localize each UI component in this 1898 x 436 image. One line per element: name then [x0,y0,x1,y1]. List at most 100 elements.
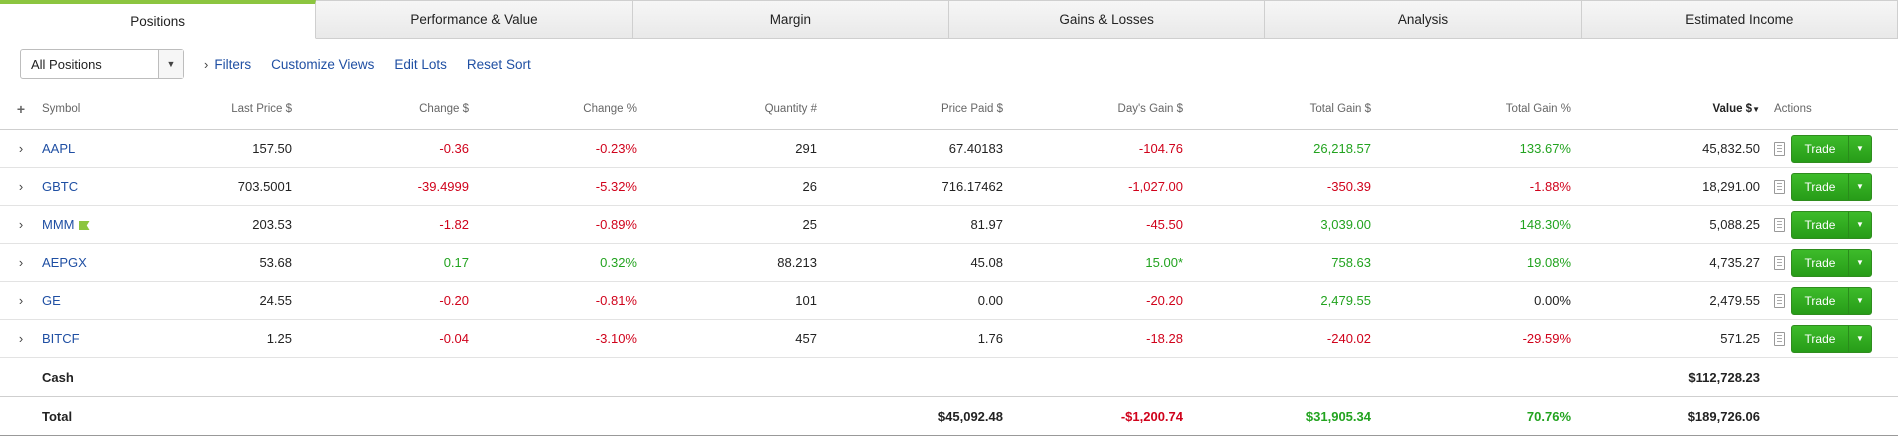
trade-button-label[interactable]: Trade [1804,217,1836,232]
tab-analysis[interactable]: Analysis [1265,0,1582,38]
last-price: 24.55 [162,281,292,320]
price-paid: 45.08 [817,243,1003,282]
document-icon[interactable] [1774,141,1785,156]
days-gain: -104.76 [1003,129,1183,168]
total-gain-pct: 19.08% [1371,243,1571,282]
trade-button[interactable]: Trade ▼ [1791,286,1872,315]
symbol-link[interactable]: BITCF [42,331,80,346]
change-pct: -5.32% [469,167,637,206]
symbol-link[interactable]: GE [42,293,61,308]
value: 5,088.25 [1571,205,1760,244]
table-header-row: + Symbol Last Price $ Change $ Change % … [0,89,1898,130]
expand-row-icon[interactable]: › [0,281,42,320]
expand-row-icon[interactable]: › [0,205,42,244]
trade-button-label[interactable]: Trade [1804,255,1836,270]
trade-dropdown-icon[interactable]: ▼ [1848,325,1871,352]
header-quantity[interactable]: Quantity # [637,89,817,130]
table-row: › AAPL 157.50 -0.36 -0.23% 291 67.40183 -104.76… [0,129,1898,168]
trade-button-label[interactable]: Trade [1804,331,1836,346]
symbol-link[interactable]: AAPL [42,141,76,156]
header-symbol[interactable]: Symbol [42,89,162,130]
total-gain-pct: -29.59% [1371,319,1571,358]
tab-estimated-income[interactable]: Estimated Income [1581,0,1898,38]
header-total-gain[interactable]: Total Gain $ [1183,89,1371,130]
trade-button[interactable]: Trade ▼ [1791,324,1872,353]
trade-dropdown-icon[interactable]: ▼ [1848,135,1871,162]
trade-button[interactable]: Trade ▼ [1791,248,1872,277]
change-pct: -0.23% [469,129,637,168]
trade-button-label[interactable]: Trade [1804,293,1836,308]
document-icon[interactable] [1774,255,1785,270]
trade-button[interactable]: Trade ▼ [1791,210,1872,239]
total-days-gain: -$1,200.74 [1003,396,1183,436]
customize-views-link[interactable]: Customize Views [271,56,375,72]
tab-positions[interactable]: Positions [0,0,317,39]
change-pct: -3.10% [469,319,637,358]
total-price-paid: $45,092.48 [817,396,1003,436]
table-row: › MMM 203.53 -1.82 -0.89% 25 81.97 -45.50 3,039.… [0,205,1898,244]
expand-row-icon[interactable]: › [0,243,42,282]
filters-link[interactable]: › Filters [204,57,251,72]
change: -0.36 [292,129,469,168]
header-last-price[interactable]: Last Price $ [162,89,292,130]
chevron-down-icon[interactable]: ▼ [158,50,183,78]
flag-icon [78,221,90,230]
trade-dropdown-icon[interactable]: ▼ [1848,211,1871,238]
expand-row-icon[interactable]: › [0,319,42,358]
header-value[interactable]: Value $▼ [1571,89,1760,130]
total-gain-pct: 148.30% [1371,205,1571,244]
change: -1.82 [292,205,469,244]
trade-dropdown-icon[interactable]: ▼ [1848,249,1871,276]
trade-button[interactable]: Trade ▼ [1791,172,1872,201]
header-change[interactable]: Change $ [292,89,469,130]
trade-button-label[interactable]: Trade [1804,179,1836,194]
reset-sort-link[interactable]: Reset Sort [466,56,531,72]
document-icon[interactable] [1774,179,1785,194]
tab-performance-value[interactable]: Performance & Value [316,0,633,38]
header-change-pct[interactable]: Change % [469,89,637,130]
tab-margin[interactable]: Margin [632,0,949,38]
positions-table: + Symbol Last Price $ Change $ Change % … [0,89,1898,436]
trade-button-label[interactable]: Trade [1804,141,1836,156]
total-gain: $31,905.34 [1183,396,1371,436]
total-label: Total [42,396,162,436]
view-select[interactable]: All Positions ▼ [20,49,184,79]
table-row: › BITCF 1.25 -0.04 -3.10% 457 1.76 -18.28 -240.0… [0,319,1898,358]
total-gain: 758.63 [1183,243,1371,282]
tab-gains-losses[interactable]: Gains & Losses [948,0,1266,38]
total-row: Total $45,092.48 -$1,200.74 $31,905.34 7… [0,396,1898,436]
trade-dropdown-icon[interactable]: ▼ [1848,173,1871,200]
expand-row-icon[interactable]: › [0,167,42,206]
expand-row-icon[interactable]: › [0,129,42,168]
header-actions: Actions [1760,89,1898,130]
days-gain: -45.50 [1003,205,1183,244]
total-gain-pct: 133.67% [1371,129,1571,168]
last-price: 53.68 [162,243,292,282]
table-row: › GBTC 703.5001 -39.4999 -5.32% 26 716.17462 -1… [0,167,1898,206]
days-gain: -1,027.00 [1003,167,1183,206]
edit-lots-link[interactable]: Edit Lots [394,56,447,72]
change-pct: -0.81% [469,281,637,320]
document-icon[interactable] [1774,331,1785,346]
trade-dropdown-icon[interactable]: ▼ [1848,287,1871,314]
cash-row: Cash $112,728.23 [0,357,1898,397]
price-paid: 81.97 [817,205,1003,244]
header-total-gain-pct[interactable]: Total Gain % [1371,89,1571,130]
trade-button[interactable]: Trade ▼ [1791,134,1872,163]
total-gain: -240.02 [1183,319,1371,358]
add-column-icon[interactable]: + [0,89,42,130]
last-price: 157.50 [162,129,292,168]
table-row: › GE 24.55 -0.20 -0.81% 101 0.00 -20.20 2,479.55… [0,281,1898,320]
document-icon[interactable] [1774,293,1785,308]
header-price-paid[interactable]: Price Paid $ [817,89,1003,130]
value: 2,479.55 [1571,281,1760,320]
symbol-link[interactable]: AEPGX [42,255,87,270]
total-gain-pct: 70.76% [1371,396,1571,436]
filters-label: Filters [214,56,252,72]
header-days-gain[interactable]: Day's Gain $ [1003,89,1183,130]
document-icon[interactable] [1774,217,1785,232]
symbol-link[interactable]: MMM [42,217,75,232]
change-pct: -0.89% [469,205,637,244]
price-paid: 716.17462 [817,167,1003,206]
symbol-link[interactable]: GBTC [42,179,79,194]
